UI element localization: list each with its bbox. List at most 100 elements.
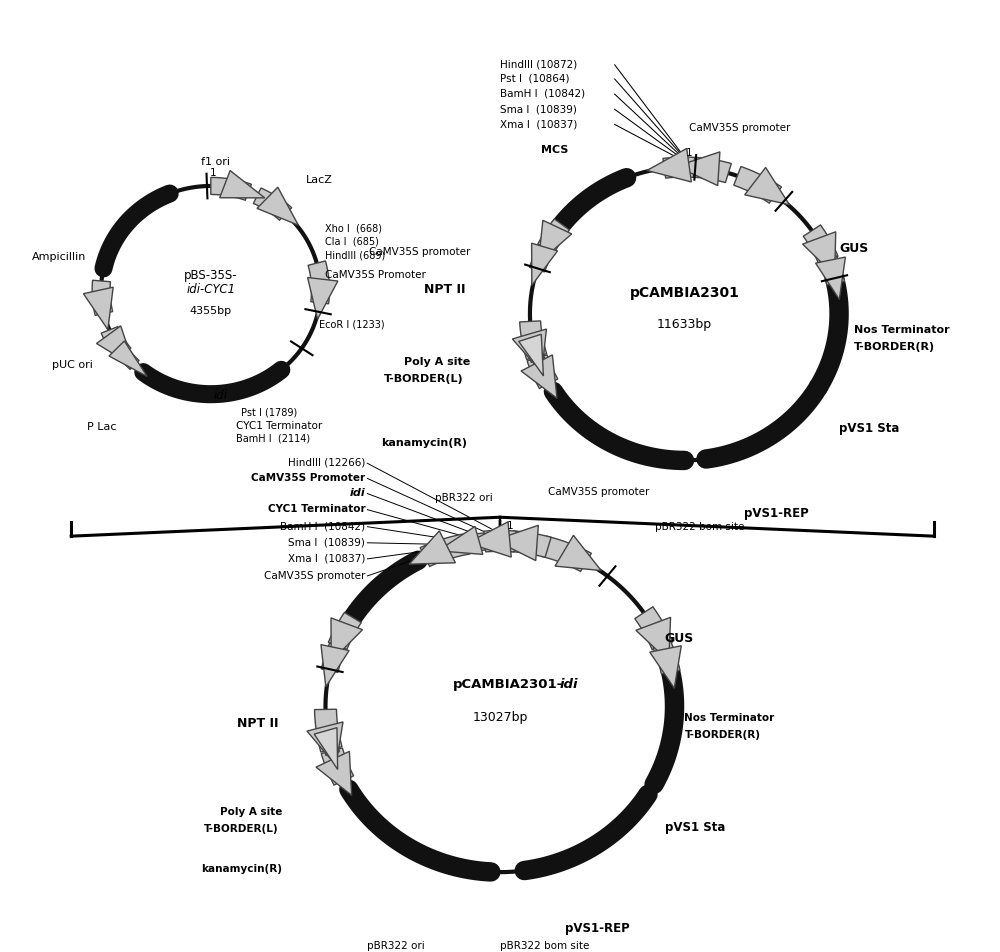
Text: pBR322 bom site: pBR322 bom site	[500, 941, 589, 951]
Polygon shape	[83, 288, 113, 329]
Polygon shape	[653, 641, 680, 674]
Polygon shape	[734, 167, 781, 203]
Polygon shape	[409, 531, 455, 565]
Text: idi-CYC1: idi-CYC1	[186, 283, 235, 296]
Polygon shape	[316, 751, 352, 795]
Polygon shape	[314, 727, 338, 769]
Polygon shape	[636, 617, 671, 662]
Polygon shape	[117, 347, 139, 369]
Polygon shape	[693, 157, 731, 183]
Polygon shape	[819, 255, 844, 285]
Text: 13027bp: 13027bp	[472, 711, 528, 724]
Polygon shape	[538, 219, 569, 252]
Text: idi: idi	[350, 488, 365, 499]
Text: BamH I  (10842): BamH I (10842)	[500, 89, 585, 99]
Text: Nos Terminator: Nos Terminator	[684, 713, 775, 723]
Text: Poly A site: Poly A site	[404, 357, 470, 367]
Text: GUS: GUS	[665, 632, 694, 645]
Text: pVS1-REP: pVS1-REP	[565, 922, 630, 935]
Text: pUC ori: pUC ori	[52, 360, 93, 369]
Text: idi: idi	[560, 678, 578, 690]
Text: pBR322 ori: pBR322 ori	[435, 493, 493, 504]
Text: CaMV35S Promoter: CaMV35S Promoter	[325, 269, 426, 280]
Text: CYC1 Terminator: CYC1 Terminator	[236, 421, 322, 431]
Polygon shape	[320, 727, 339, 756]
Polygon shape	[650, 645, 681, 688]
Polygon shape	[321, 645, 349, 686]
Polygon shape	[525, 337, 545, 363]
Polygon shape	[109, 341, 147, 376]
Polygon shape	[803, 225, 838, 264]
Polygon shape	[453, 533, 486, 555]
Text: pBS-35S-: pBS-35S-	[184, 269, 238, 283]
Text: kanamycin(R): kanamycin(R)	[381, 438, 467, 448]
Text: CaMV35S promoter: CaMV35S promoter	[369, 248, 470, 257]
Polygon shape	[745, 168, 789, 205]
Text: Poly A site: Poly A site	[220, 807, 283, 818]
Text: Sma I  (10839): Sma I (10839)	[500, 104, 577, 114]
Text: pBR322 bom site: pBR322 bom site	[655, 522, 744, 531]
Text: Pst I  (10864): Pst I (10864)	[500, 74, 570, 84]
Text: MCS: MCS	[541, 145, 569, 155]
Text: LacZ: LacZ	[306, 175, 332, 185]
Polygon shape	[253, 188, 292, 220]
Text: T-BORDER(R): T-BORDER(R)	[854, 342, 935, 351]
Polygon shape	[438, 526, 483, 554]
Text: f1 ori: f1 ori	[201, 157, 230, 168]
Polygon shape	[420, 533, 470, 566]
Polygon shape	[211, 177, 251, 200]
Polygon shape	[321, 643, 346, 672]
Text: P Lac: P Lac	[87, 422, 116, 432]
Polygon shape	[647, 149, 691, 182]
Polygon shape	[520, 321, 547, 360]
Text: BamH I  (10842): BamH I (10842)	[280, 522, 365, 531]
Text: Sma I  (10839): Sma I (10839)	[288, 538, 365, 547]
Polygon shape	[816, 257, 845, 300]
Text: NPT II: NPT II	[237, 718, 279, 730]
Text: Nos Terminator: Nos Terminator	[854, 325, 950, 335]
Polygon shape	[101, 327, 131, 359]
Text: pBR322 ori: pBR322 ori	[367, 941, 425, 951]
Text: 1: 1	[686, 148, 693, 158]
Text: 1: 1	[209, 169, 216, 178]
Text: GUS: GUS	[839, 242, 868, 255]
Polygon shape	[257, 188, 298, 226]
Polygon shape	[321, 748, 354, 785]
Polygon shape	[467, 522, 511, 557]
Text: CaMV35S Promoter: CaMV35S Promoter	[251, 473, 365, 484]
Text: Cla I  (685): Cla I (685)	[325, 237, 379, 247]
Text: 1: 1	[507, 521, 513, 530]
Polygon shape	[328, 612, 361, 649]
Text: Pst I (1789): Pst I (1789)	[241, 408, 297, 418]
Text: CaMV35S promoter: CaMV35S promoter	[264, 571, 365, 581]
Text: pVS1 Sta: pVS1 Sta	[665, 822, 725, 835]
Text: HindIII (689): HindIII (689)	[325, 250, 386, 261]
Polygon shape	[532, 243, 558, 286]
Polygon shape	[315, 709, 342, 752]
Polygon shape	[663, 157, 695, 178]
Polygon shape	[527, 355, 558, 388]
Text: HindIII (10872): HindIII (10872)	[500, 60, 577, 69]
Text: pVS1 Sta: pVS1 Sta	[839, 422, 899, 435]
Polygon shape	[803, 231, 836, 275]
Text: NPT II: NPT II	[424, 283, 465, 296]
Polygon shape	[307, 722, 343, 765]
Text: Xho I  (668): Xho I (668)	[325, 224, 382, 233]
Text: CYC1 Terminator: CYC1 Terminator	[268, 505, 365, 514]
Polygon shape	[308, 261, 329, 304]
Polygon shape	[495, 526, 538, 561]
Polygon shape	[308, 277, 338, 319]
Polygon shape	[521, 355, 557, 398]
Polygon shape	[96, 326, 134, 367]
Polygon shape	[541, 536, 591, 571]
Text: Xma I  (10837): Xma I (10837)	[500, 119, 577, 129]
Polygon shape	[484, 530, 516, 552]
Text: T-BORDER(L): T-BORDER(L)	[204, 824, 279, 834]
Text: T-BORDER(L): T-BORDER(L)	[383, 374, 463, 384]
Text: 11633bp: 11633bp	[657, 318, 712, 331]
Polygon shape	[220, 170, 265, 198]
Polygon shape	[512, 329, 546, 372]
Text: Xma I  (10837): Xma I (10837)	[288, 554, 365, 564]
Polygon shape	[555, 535, 601, 570]
Text: HindIII (12266): HindIII (12266)	[288, 457, 365, 467]
